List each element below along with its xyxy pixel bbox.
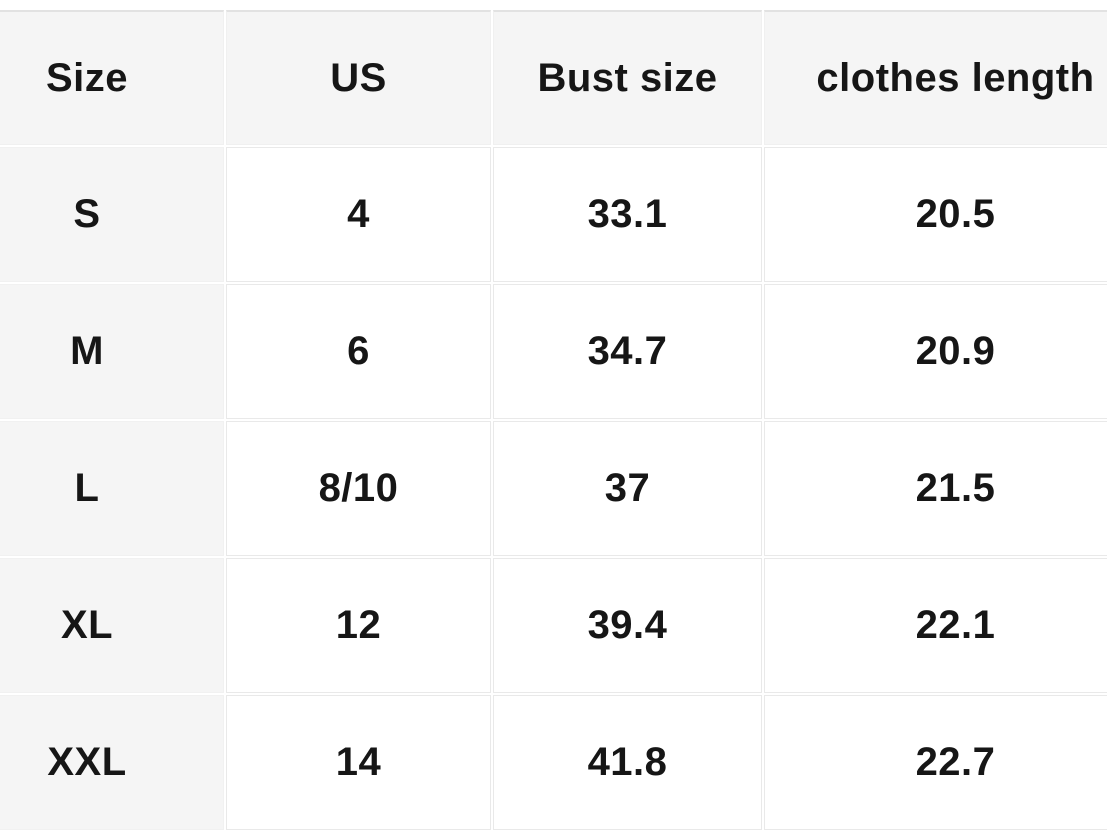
- row-size-label: M: [0, 284, 224, 419]
- table-row: S 4 33.1 20.5: [0, 147, 1107, 282]
- row-value-cell: 41.8: [493, 695, 762, 830]
- row-value-cell: 12: [226, 558, 491, 693]
- row-value-cell: 6: [226, 284, 491, 419]
- row-value-cell: 20.5: [764, 147, 1107, 282]
- row-value-cell: 20.9: [764, 284, 1107, 419]
- row-size-label: S: [0, 147, 224, 282]
- header-row: Size US Bust size clothes length: [0, 10, 1107, 145]
- size-chart-body: S 4 33.1 20.5 M 6 34.7 20.9 L 8/10 37 21.5 XL 12 39.4 2…: [0, 147, 1107, 830]
- column-header-bust: Bust size: [493, 10, 762, 145]
- size-chart-table: Size US Bust size clothes length S 4 33.1 2…: [0, 8, 1107, 831]
- table-row: M 6 34.7 20.9: [0, 284, 1107, 419]
- table-row: XXL 14 41.8 22.7: [0, 695, 1107, 830]
- table-row: XL 12 39.4 22.1: [0, 558, 1107, 693]
- row-value-cell: 37: [493, 421, 762, 556]
- column-header-length: clothes length: [764, 10, 1107, 145]
- row-value-cell: 8/10: [226, 421, 491, 556]
- row-value-cell: 22.1: [764, 558, 1107, 693]
- row-size-label: L: [0, 421, 224, 556]
- table-row: L 8/10 37 21.5: [0, 421, 1107, 556]
- row-size-label: XL: [0, 558, 224, 693]
- row-value-cell: 22.7: [764, 695, 1107, 830]
- size-chart-header: Size US Bust size clothes length: [0, 10, 1107, 145]
- row-value-cell: 39.4: [493, 558, 762, 693]
- column-header-us: US: [226, 10, 491, 145]
- row-value-cell: 21.5: [764, 421, 1107, 556]
- column-header-size: Size: [0, 10, 224, 145]
- row-value-cell: 14: [226, 695, 491, 830]
- row-size-label: XXL: [0, 695, 224, 830]
- row-value-cell: 34.7: [493, 284, 762, 419]
- row-value-cell: 4: [226, 147, 491, 282]
- row-value-cell: 33.1: [493, 147, 762, 282]
